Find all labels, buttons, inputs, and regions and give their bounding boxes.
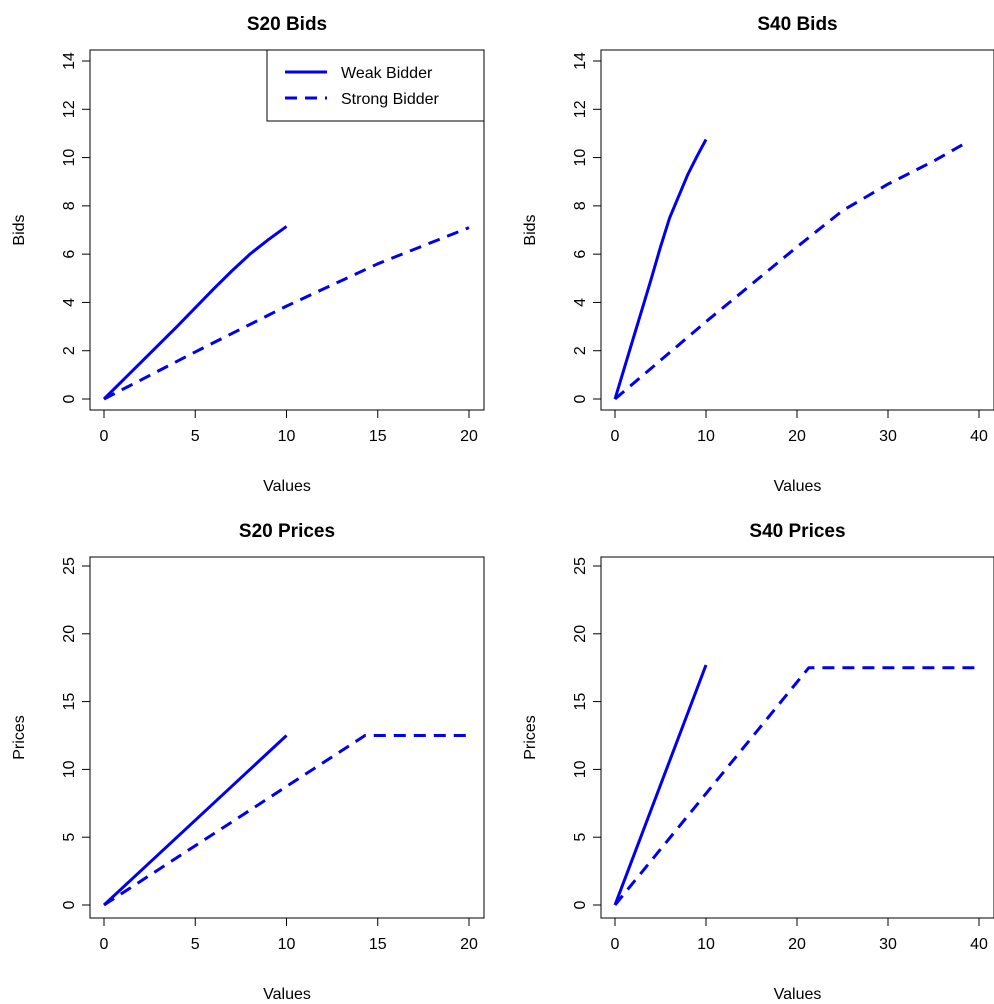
x-tick-label: 15 [369, 428, 387, 445]
y-tick-label: 12 [572, 100, 589, 118]
chart-panel-2: S40 Bids 0 10 20 30 40 0 2 4 6 8 10 12 14 Values Bids [522, 14, 994, 495]
series-line-weak-bidder [102, 734, 288, 907]
y-tick-label: 0 [61, 900, 78, 909]
x-tick-label: 40 [970, 936, 988, 953]
y-tick-label: 6 [572, 250, 589, 259]
y-tick-label: 20 [572, 625, 589, 643]
y-tick-label: 2 [61, 346, 78, 355]
series-line-strong-bidder [103, 734, 469, 907]
x-tick-label: 20 [788, 428, 806, 445]
x-tick-label: 20 [460, 936, 478, 953]
y-tick-label: 8 [61, 201, 78, 210]
y-tick-label: 25 [61, 557, 78, 575]
y-axis-label: Bids [11, 214, 28, 245]
x-tick-label: 20 [788, 936, 806, 953]
x-tick-label: 0 [100, 936, 109, 953]
y-axis-label: Prices [11, 715, 28, 759]
series-line-weak-bidder [613, 664, 708, 906]
y-tick-label: 0 [61, 394, 78, 403]
plot-frame [600, 556, 994, 919]
chart-panel-1: S20 Bids 0 5 10 15 20 0 2 4 6 8 10 12 14 Values Bids Wea… [11, 14, 485, 495]
x-tick-label: 30 [879, 936, 897, 953]
y-tick-label: 5 [61, 833, 78, 842]
x-axis-label: Values [263, 478, 311, 495]
y-tick-label: 2 [572, 346, 589, 355]
y-tick-label: 4 [572, 298, 589, 307]
y-tick-label: 4 [61, 298, 78, 307]
x-tick-label: 10 [278, 428, 296, 445]
x-tick-label: 0 [611, 936, 620, 953]
legend-label: Strong Bidder [341, 91, 440, 108]
chart-title: S40 Prices [749, 521, 845, 542]
x-tick-label: 10 [697, 936, 715, 953]
y-tick-label: 10 [61, 149, 78, 167]
x-tick-label: 15 [369, 936, 387, 953]
x-axis-label: Values [263, 986, 311, 1003]
x-tick-label: 0 [100, 428, 109, 445]
x-tick-label: 0 [611, 428, 620, 445]
chart-title: S20 Bids [247, 14, 327, 35]
y-tick-label: 15 [61, 693, 78, 711]
x-tick-label: 30 [879, 428, 897, 445]
y-tick-label: 8 [572, 201, 589, 210]
legend-label: Weak Bidder [341, 65, 433, 82]
x-tick-label: 20 [460, 428, 478, 445]
y-tick-label: 14 [572, 52, 589, 70]
x-axis-label: Values [774, 478, 822, 495]
legend-box [266, 49, 485, 122]
y-tick-label: 20 [61, 625, 78, 643]
plot-frame [600, 49, 994, 411]
y-tick-label: 12 [61, 100, 78, 118]
x-tick-label: 10 [697, 428, 715, 445]
chart-panel-3: S20 Prices 0 5 10 15 20 0 5 10 15 20 25 Values Prices [11, 521, 485, 1003]
series-line-strong-bidder [613, 666, 979, 906]
y-tick-label: 5 [572, 833, 589, 842]
chart-title: S20 Prices [239, 521, 335, 542]
y-tick-label: 10 [572, 760, 589, 778]
y-tick-label: 15 [572, 693, 589, 711]
y-axis-label: Prices [522, 715, 539, 759]
y-tick-label: 0 [572, 900, 589, 909]
series-line-weak-bidder [613, 138, 708, 400]
x-tick-label: 5 [191, 936, 200, 953]
x-tick-label: 5 [191, 428, 200, 445]
series-line-strong-bidder [614, 141, 967, 401]
series-line-weak-bidder [102, 225, 288, 401]
legend: Weak Bidder Strong Bidder [266, 49, 485, 122]
y-tick-label: 14 [61, 52, 78, 70]
series-line-strong-bidder [103, 226, 470, 401]
y-axis-label: Bids [522, 214, 539, 245]
x-axis-label: Values [774, 986, 822, 1003]
chart-title: S40 Bids [757, 14, 837, 35]
chart-panel-4: S40 Prices 0 10 20 30 40 0 5 10 15 20 25 Values Price… [522, 521, 994, 1003]
y-tick-label: 25 [572, 557, 589, 575]
y-tick-label: 6 [61, 250, 78, 259]
x-tick-label: 40 [970, 428, 988, 445]
y-tick-label: 0 [572, 394, 589, 403]
y-tick-label: 10 [572, 149, 589, 167]
x-tick-label: 10 [278, 936, 296, 953]
y-tick-label: 10 [61, 760, 78, 778]
